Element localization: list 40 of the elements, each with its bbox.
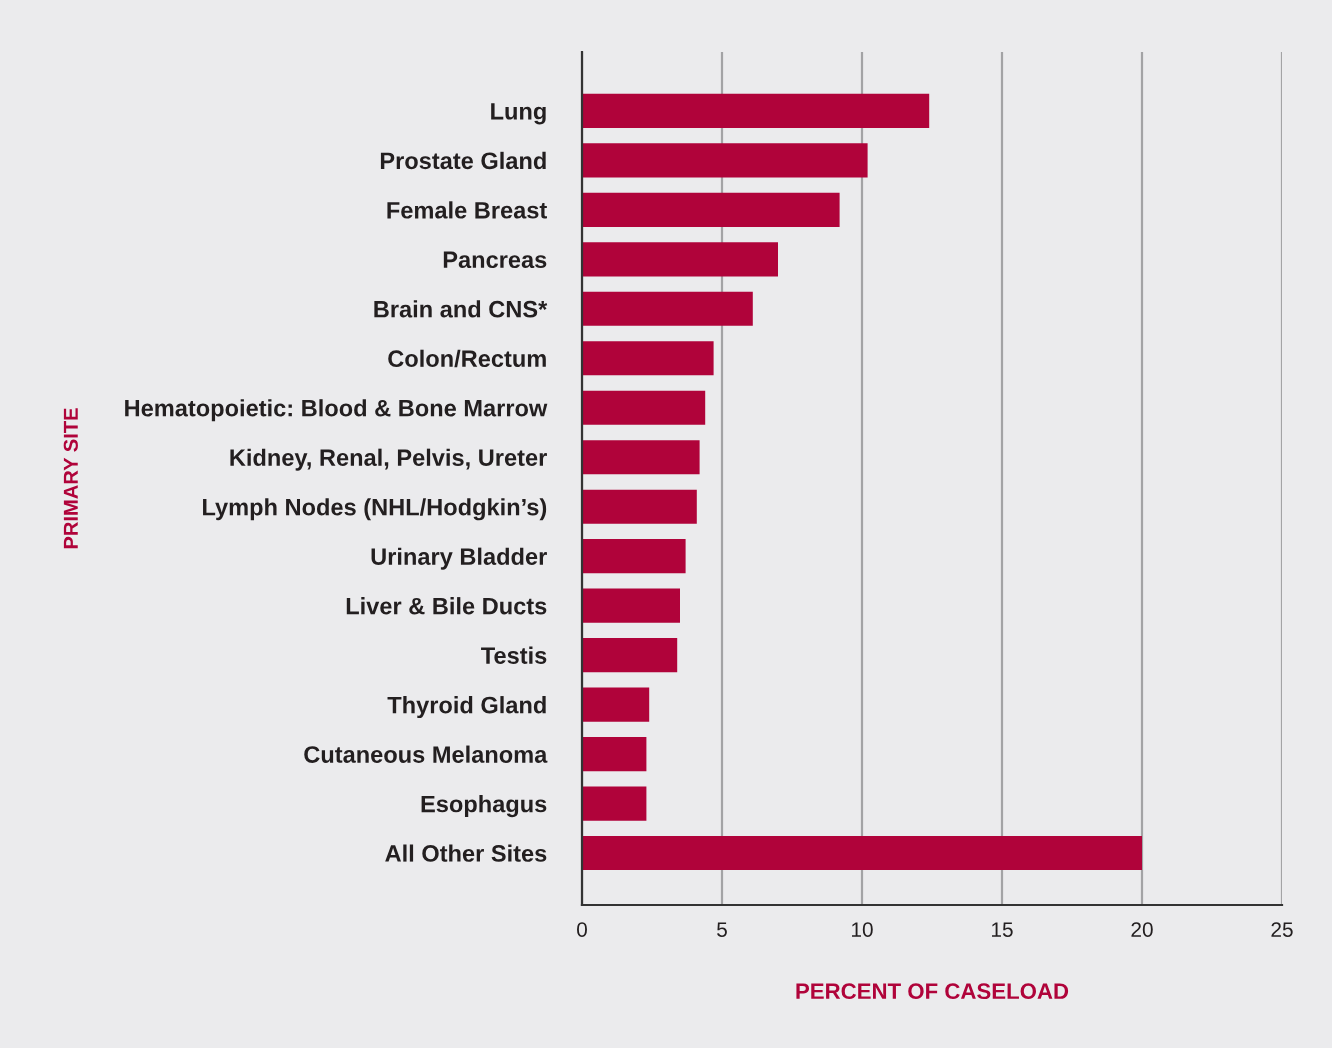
bar xyxy=(582,539,686,574)
bar xyxy=(582,588,680,623)
bar xyxy=(582,390,706,425)
y-tick-label: Liver & Bile Ducts xyxy=(346,597,547,615)
x-tick-label: 20 xyxy=(1131,922,1153,937)
x-tick-label: 0 xyxy=(577,922,587,937)
y-tick-label: Esophagus xyxy=(421,795,547,818)
y-axis-title: PRIMARY SITE xyxy=(63,408,78,549)
bar xyxy=(582,143,868,178)
bar xyxy=(582,786,647,821)
bar xyxy=(582,341,714,376)
x-tick-label: 10 xyxy=(852,922,873,937)
y-tick-label: Lung xyxy=(491,103,546,125)
y-tick-label: Brain and CNS* xyxy=(374,300,548,318)
x-axis-title: PERCENT OF CASELOAD xyxy=(796,983,1069,1000)
y-tick-label: Cutaneous Melanoma xyxy=(304,745,548,763)
x-tick-label: 15 xyxy=(992,922,1013,937)
y-tick-label: Hematopoietic: Blood & Bone Marrow xyxy=(125,399,548,422)
bar xyxy=(582,489,697,524)
y-tick-label: Kidney, Renal, Pelvis, Ureter xyxy=(230,448,547,471)
y-tick-label: Testis xyxy=(481,646,547,664)
x-tick-label: 25 xyxy=(1271,922,1293,937)
bar xyxy=(582,192,840,227)
x-tick-label: 5 xyxy=(717,922,727,937)
bar xyxy=(582,687,650,722)
y-tick-label: All Other Sites xyxy=(385,844,547,862)
bar xyxy=(582,737,647,772)
y-tick-label: Lymph Nodes (NHL/Hodgkin’s) xyxy=(203,498,547,521)
bar xyxy=(582,835,1142,871)
bar xyxy=(582,440,700,475)
y-tick-label: Female Breast xyxy=(387,201,547,219)
y-tick-label: Thyroid Gland xyxy=(387,696,546,719)
y-tick-label: Colon/Rectum xyxy=(388,349,546,368)
y-tick-label: Pancreas xyxy=(443,251,547,269)
bar xyxy=(582,638,678,673)
y-tick-label: Urinary Bladder xyxy=(371,547,547,570)
bar xyxy=(582,242,778,277)
y-tick-label: Prostate Gland xyxy=(380,151,546,170)
bar xyxy=(582,93,930,128)
bar xyxy=(582,291,753,326)
